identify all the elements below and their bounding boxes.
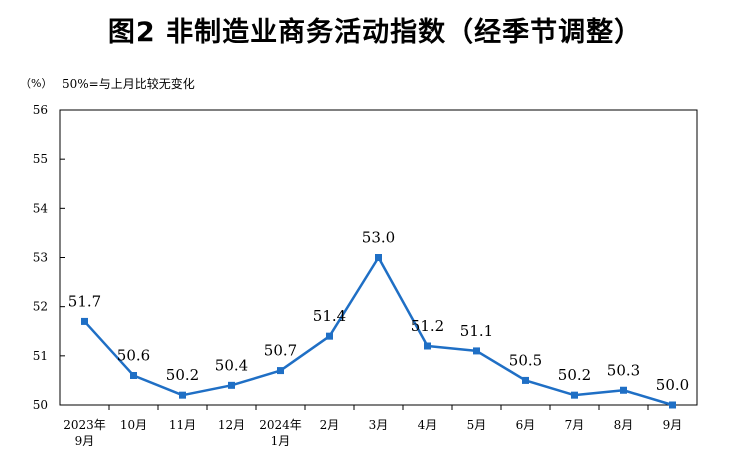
x-tick-label: 8月 bbox=[614, 418, 634, 432]
data-point bbox=[179, 391, 186, 399]
y-axis: 50 51 52 53 54 55 56 bbox=[33, 103, 65, 412]
data-point bbox=[228, 381, 235, 389]
x-tick-label: 2024年 bbox=[259, 418, 302, 432]
data-label: 50.0 bbox=[656, 376, 689, 394]
data-label: 50.2 bbox=[558, 366, 591, 384]
y-tick-label: 52 bbox=[33, 300, 48, 314]
data-label: 50.6 bbox=[117, 347, 150, 365]
x-tick-label: 3月 bbox=[369, 418, 389, 432]
data-label: 50.2 bbox=[166, 366, 199, 384]
x-tick-label: 1月 bbox=[271, 434, 291, 448]
x-tick-label: 9月 bbox=[75, 434, 95, 448]
data-point bbox=[277, 367, 284, 375]
x-tick-label: 4月 bbox=[418, 418, 438, 432]
data-label: 50.4 bbox=[215, 356, 248, 374]
y-tick-label: 53 bbox=[33, 251, 48, 265]
y-axis-unit: （%） bbox=[20, 77, 53, 90]
x-tick-label: 6月 bbox=[516, 418, 536, 432]
x-axis: 2023年 9月 10月 11月 12月 2024年 1月 2月 3月 4月 5月 6月 7月 8月 9月 bbox=[63, 405, 682, 448]
data-point bbox=[81, 317, 88, 325]
x-tick-label: 5月 bbox=[467, 418, 487, 432]
chart-title: 图2 非制造业商务活动指数（经季节调整） bbox=[107, 17, 643, 48]
data-label: 51.4 bbox=[313, 307, 346, 325]
data-point bbox=[326, 332, 333, 340]
x-tick-label: 2023年 bbox=[63, 418, 106, 432]
x-tick-label: 10月 bbox=[120, 418, 147, 432]
data-point bbox=[424, 342, 431, 350]
y-tick-label: 50 bbox=[33, 398, 48, 412]
data-label: 50.5 bbox=[509, 351, 542, 369]
data-point bbox=[669, 401, 676, 409]
y-tick-label: 56 bbox=[33, 103, 48, 117]
chart-note: 50%=与上月比较无变化 bbox=[62, 77, 195, 91]
data-label: 50.7 bbox=[264, 342, 297, 360]
y-tick-label: 55 bbox=[33, 152, 48, 166]
x-tick-label: 12月 bbox=[218, 418, 245, 432]
x-tick-label: 2月 bbox=[320, 418, 340, 432]
y-tick-label: 54 bbox=[33, 201, 49, 215]
data-label: 53.0 bbox=[362, 229, 395, 247]
data-point bbox=[620, 386, 627, 394]
data-label: 51.7 bbox=[68, 292, 101, 310]
y-tick-label: 51 bbox=[33, 349, 48, 363]
data-label: 50.3 bbox=[607, 361, 640, 379]
data-point bbox=[522, 376, 529, 384]
x-tick-label: 11月 bbox=[169, 418, 196, 432]
data-label: 51.1 bbox=[460, 322, 493, 340]
data-point bbox=[473, 347, 480, 355]
data-point bbox=[130, 372, 137, 379]
x-tick-label: 9月 bbox=[663, 418, 683, 432]
data-label: 51.2 bbox=[411, 317, 444, 335]
x-tick-label: 7月 bbox=[565, 418, 585, 432]
series-line bbox=[81, 254, 676, 409]
data-point bbox=[375, 254, 382, 261]
data-point bbox=[571, 391, 578, 399]
data-labels: 51.7 50.6 50.2 50.4 50.7 51.4 53.0 51.2 51.1 50.5… bbox=[68, 229, 689, 395]
